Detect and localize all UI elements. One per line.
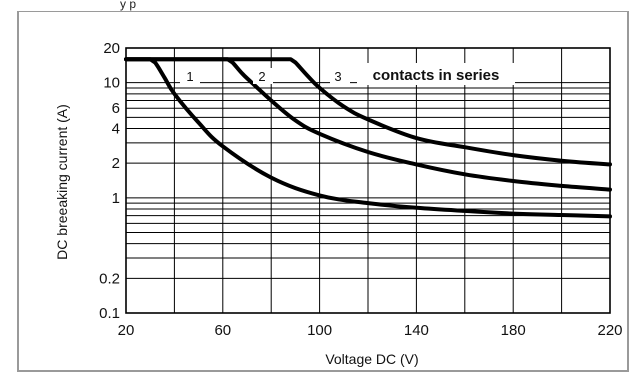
series-2-curve [124,57,612,192]
x-tick-label: 20 [118,322,135,339]
curve-label-1: 1 [186,69,193,84]
curve-label-2: 2 [258,69,265,84]
plot-border [125,47,611,314]
series-1-curve [124,57,612,219]
header-text: y p [120,0,136,11]
label-2-bg [253,68,273,84]
y-tick-label: 0.1 [99,305,120,322]
grid [126,48,610,313]
contacts-label-bg [357,63,515,85]
x-tick-label: 180 [501,322,526,339]
label-3-bg [330,68,350,84]
series-3-curve [124,57,612,167]
label-1-bg [180,68,200,84]
y-axis-title: DC breeaking current (A) [54,104,70,260]
x-tick-label: 100 [307,322,332,339]
x-tick-label: 60 [214,322,231,339]
y-tick-label: 0.2 [99,270,120,287]
y-tick-label: 4 [112,120,120,137]
x-tick-label: 140 [404,322,429,339]
y-tick-label: 20 [103,40,120,57]
y-tick-label: 10 [103,75,120,92]
curve-label-3: 3 [334,69,341,84]
curves [124,57,612,219]
tick-labels: 20 60 100 140 180 220 0.1 0.2 1 2 4 6 10 20 [99,40,622,339]
x-axis-title: Voltage DC (V) [325,351,418,367]
y-tick-label: 6 [112,100,120,117]
y-tick-label: 1 [112,190,120,207]
header-strip [0,0,636,11]
x-tick-label: 220 [597,322,622,339]
contacts-label: contacts in series [373,67,500,84]
y-tick-label: 2 [112,155,120,172]
